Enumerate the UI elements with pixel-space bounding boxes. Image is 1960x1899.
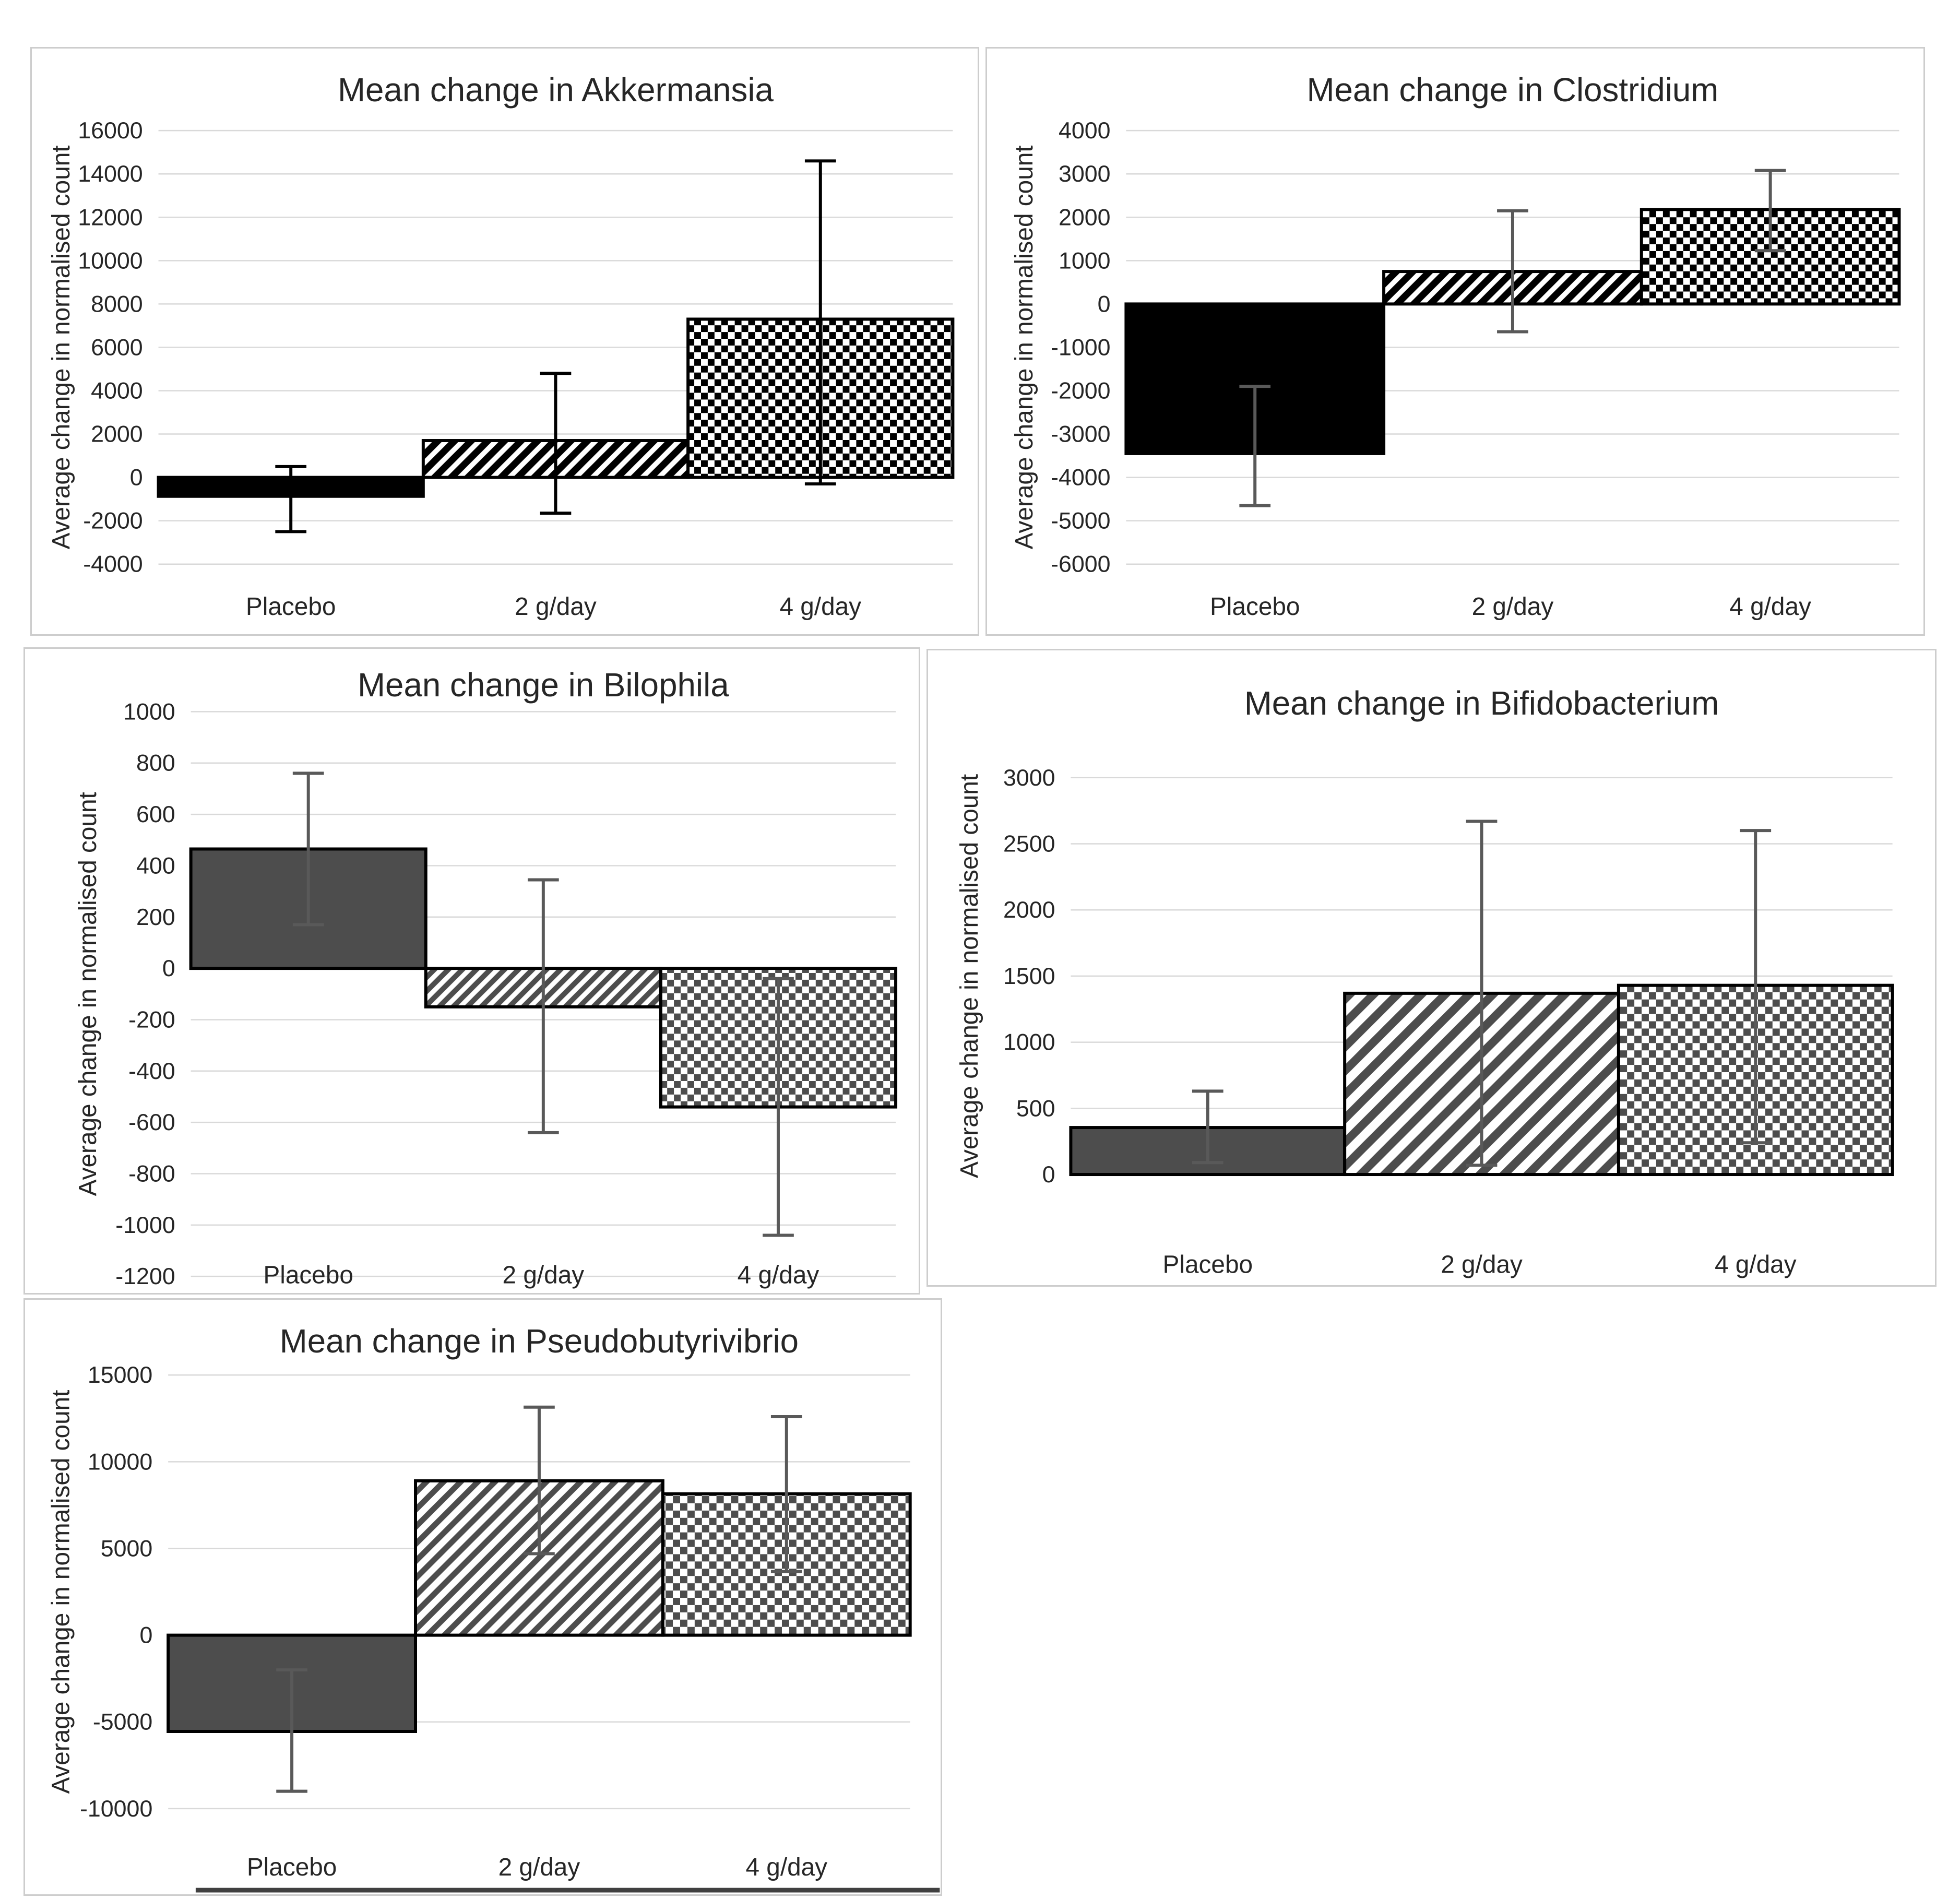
y-tick-label: 4000 — [91, 377, 143, 403]
x-category-label: 2 g/day — [498, 1854, 580, 1881]
y-axis-label: Average change in normalised count — [956, 774, 983, 1178]
y-tick-label: 5000 — [101, 1535, 153, 1561]
x-category-label: 2 g/day — [515, 593, 597, 621]
y-axis-label: Average change in normalised count — [74, 792, 102, 1196]
y-tick-label: -4000 — [83, 551, 142, 577]
chart-title: Mean change in Bilophila — [358, 667, 729, 704]
y-tick-label: 200 — [136, 904, 175, 930]
error-bar — [1497, 209, 1528, 334]
error-bar — [770, 1415, 802, 1573]
y-tick-label: 12000 — [78, 204, 142, 230]
y-tick-label: -2000 — [1051, 377, 1110, 403]
y-tick-label: -2000 — [83, 508, 142, 534]
error-bar — [804, 159, 836, 486]
x-category-label: 4 g/day — [745, 1854, 827, 1881]
y-tick-label: 3000 — [1059, 161, 1111, 187]
y-tick-label: 4000 — [1059, 117, 1111, 144]
y-tick-label: -200 — [128, 1006, 175, 1032]
chart-panel-akkermansia: 16000 14000 12000 10000 8000 6000 4000 2000 0 -20… — [30, 47, 979, 636]
error-bar — [524, 1405, 555, 1556]
y-tick-label: 2500 — [1003, 831, 1055, 857]
y-tick-label: 1000 — [1059, 247, 1111, 274]
x-category-label: Placebo — [263, 1262, 353, 1289]
error-bar — [1192, 1089, 1223, 1165]
error-bar — [292, 772, 324, 927]
y-tick-label: -1000 — [115, 1212, 175, 1238]
chart-title: Mean change in Pseudobutyrivibrio — [280, 1323, 799, 1360]
y-tick-label: 1500 — [1003, 963, 1055, 989]
y-tick-label: 0 — [1098, 291, 1111, 317]
chart-title: Mean change in Clostridium — [1306, 72, 1718, 109]
y-tick-label: 1000 — [1003, 1029, 1055, 1055]
y-tick-label: -5000 — [93, 1709, 152, 1735]
y-tick-label: -800 — [128, 1160, 175, 1186]
x-category-label: Placebo — [246, 593, 336, 621]
error-bar — [1740, 829, 1772, 1145]
error-bar — [540, 372, 572, 515]
error-bar — [763, 977, 794, 1237]
x-category-label: 2 g/day — [1472, 593, 1554, 621]
chart-panel-pseudobutyrivibrio: 15000 10000 5000 0 -5000 -10000 Placebo 2 g/day… — [23, 1298, 942, 1896]
x-category-label: 2 g/day — [503, 1262, 585, 1289]
bilophila-bar-chart: 1000 800 600 400 200 0 -200 -400 -600 -800 -1000 -1… — [74, 667, 898, 1289]
chart-title: Mean change in Bifidobacterium — [1244, 685, 1719, 722]
akkermansia-bar-chart: 16000 14000 12000 10000 8000 6000 4000 2000 0 -20… — [47, 72, 955, 621]
y-tick-label: 2000 — [1003, 897, 1055, 923]
y-tick-label: 1000 — [123, 698, 175, 725]
y-axis-label: Average change in normalised count — [1011, 145, 1038, 549]
x-category-label: Placebo — [1210, 593, 1300, 621]
y-tick-label: 3000 — [1003, 765, 1055, 791]
y-tick-label: -6000 — [1051, 551, 1110, 577]
y-tick-label: 500 — [1016, 1095, 1055, 1121]
y-tick-label: -5000 — [1051, 508, 1110, 534]
x-category-label: Placebo — [247, 1854, 337, 1881]
y-tick-label: 15000 — [88, 1362, 152, 1388]
y-tick-label: -600 — [128, 1109, 175, 1135]
chart-title: Mean change in Akkermansia — [338, 72, 774, 109]
x-category-label: 2 g/day — [1441, 1251, 1523, 1279]
y-tick-label: 10000 — [78, 247, 142, 274]
y-tick-label: 2000 — [1059, 204, 1111, 230]
y-tick-label: 0 — [1042, 1161, 1055, 1188]
y-tick-label: 0 — [130, 465, 143, 491]
y-tick-label: 16000 — [78, 117, 142, 144]
x-category-label: Placebo — [1163, 1251, 1253, 1279]
bifidobacterium-bar-chart: 3000 2500 2000 1500 1000 500 0 Placebo 2 g/day 4 … — [956, 685, 1894, 1279]
clostridium-bar-chart: 4000 3000 2000 1000 0 -1000 -2000 -3000 -4000 -50… — [1011, 72, 1901, 621]
y-axis-label: Average change in normalised count — [47, 145, 75, 549]
y-tick-label: -400 — [128, 1058, 175, 1084]
x-category-label: 4 g/day — [1715, 1251, 1797, 1279]
y-tick-label: -10000 — [80, 1796, 152, 1822]
x-category-label: 4 g/day — [779, 593, 861, 621]
error-bar — [1466, 820, 1498, 1167]
y-axis-label: Average change in normalised count — [47, 1390, 75, 1794]
y-tick-label: 0 — [162, 955, 175, 981]
x-category-label: 4 g/day — [738, 1262, 819, 1289]
x-category-label: 4 g/day — [1729, 593, 1811, 621]
y-tick-label: -1200 — [115, 1263, 175, 1289]
y-tick-label: 0 — [139, 1622, 152, 1648]
y-tick-label: 400 — [136, 852, 175, 879]
y-tick-label: 10000 — [88, 1449, 152, 1475]
y-tick-label: 6000 — [91, 334, 143, 360]
y-tick-label: 14000 — [78, 161, 142, 187]
chart-panel-clostridium: 4000 3000 2000 1000 0 -1000 -2000 -3000 -4000 -50… — [985, 47, 1925, 636]
error-bar — [527, 878, 559, 1134]
y-tick-label: 600 — [136, 801, 175, 827]
error-bar — [275, 465, 307, 533]
y-tick-label: 2000 — [91, 421, 143, 447]
y-tick-label: -3000 — [1051, 421, 1110, 447]
y-tick-label: -4000 — [1051, 465, 1110, 491]
error-bar — [276, 1668, 307, 1793]
error-bar — [1754, 169, 1786, 253]
y-tick-label: -1000 — [1051, 334, 1110, 360]
chart-panel-bifidobacterium: 3000 2500 2000 1500 1000 500 0 Placebo 2 g/day 4 … — [926, 649, 1937, 1287]
y-tick-label: 8000 — [91, 291, 143, 317]
pseudobutyrivibrio-bar-chart: 15000 10000 5000 0 -5000 -10000 Placebo 2 g/day… — [47, 1323, 940, 1893]
error-bar — [1239, 385, 1271, 507]
chart-panel-bilophila: 1000 800 600 400 200 0 -200 -400 -600 -800 -1000 -1… — [23, 647, 920, 1295]
y-tick-label: 800 — [136, 750, 175, 776]
